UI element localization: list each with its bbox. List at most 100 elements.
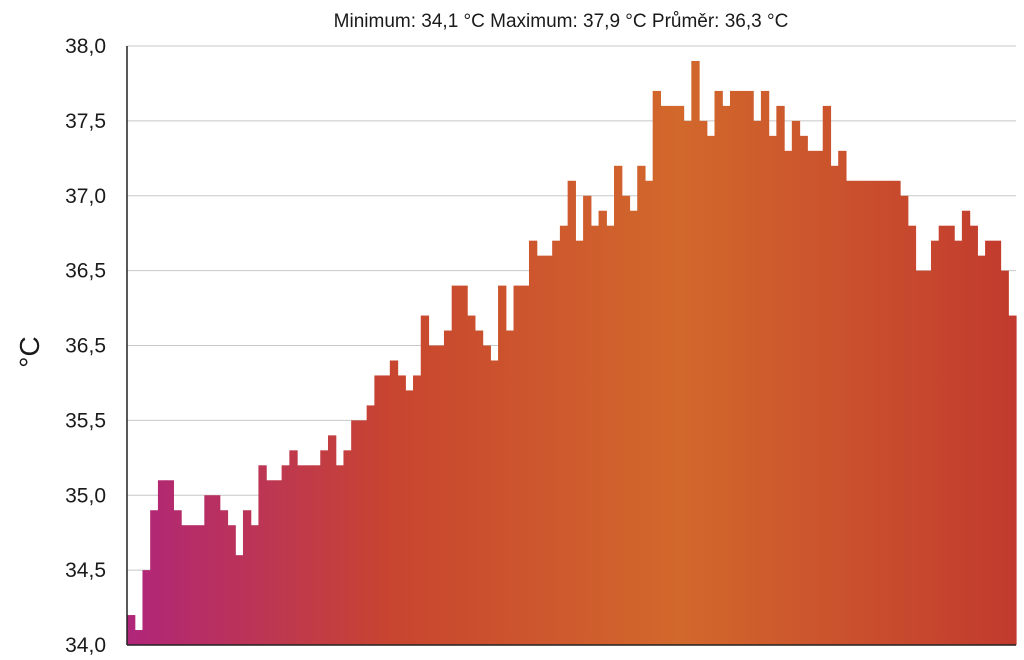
bar bbox=[142, 570, 151, 646]
bar bbox=[127, 615, 136, 645]
bar bbox=[235, 555, 244, 645]
bar bbox=[768, 135, 777, 645]
bar bbox=[714, 90, 723, 646]
bar bbox=[297, 465, 306, 645]
bar bbox=[304, 465, 314, 645]
bar bbox=[474, 330, 484, 645]
bar bbox=[528, 240, 538, 646]
bar bbox=[853, 180, 862, 645]
bar bbox=[946, 225, 955, 645]
bar bbox=[266, 480, 275, 645]
bar bbox=[900, 195, 909, 645]
bar bbox=[1000, 270, 1009, 646]
bar bbox=[227, 525, 236, 645]
bar bbox=[892, 180, 901, 645]
bar bbox=[413, 375, 422, 645]
bar bbox=[691, 60, 700, 646]
bar bbox=[938, 225, 948, 645]
bar bbox=[428, 345, 437, 645]
bar bbox=[590, 225, 600, 645]
y-tick-label: 34,5 bbox=[65, 559, 106, 582]
bar bbox=[637, 165, 646, 646]
bar bbox=[374, 375, 383, 645]
bar bbox=[505, 330, 515, 645]
bar bbox=[598, 210, 607, 646]
bar bbox=[830, 165, 839, 646]
bar bbox=[992, 240, 1002, 646]
bar bbox=[838, 150, 847, 645]
bar bbox=[181, 525, 190, 645]
bar bbox=[343, 450, 352, 645]
bar bbox=[907, 225, 917, 645]
bar bbox=[1008, 315, 1017, 645]
y-tick-label: 36,5 bbox=[65, 260, 106, 283]
bar bbox=[443, 330, 453, 645]
bar bbox=[760, 90, 770, 646]
y-tick-labels: 34,0 34,5 35,0 35,5 36,5 36,5 37,0 37,5 38,0 bbox=[65, 35, 106, 657]
bar bbox=[273, 480, 283, 645]
bar bbox=[675, 105, 685, 645]
bar bbox=[915, 270, 924, 646]
bar bbox=[358, 420, 368, 646]
bar bbox=[706, 135, 716, 645]
bar bbox=[660, 105, 669, 645]
bar bbox=[884, 180, 893, 645]
y-tick-label: 36,5 bbox=[65, 335, 106, 358]
bar bbox=[320, 450, 329, 645]
bar bbox=[861, 180, 870, 645]
bar bbox=[575, 240, 584, 646]
bar bbox=[482, 345, 491, 645]
y-axis-label: °C bbox=[14, 336, 45, 367]
y-tick-label: 37,0 bbox=[65, 185, 106, 208]
bar bbox=[312, 465, 321, 645]
bar bbox=[459, 285, 468, 645]
chart-title: Minimum: 34,1 °C Maximum: 37,9 °C Průměr… bbox=[334, 11, 789, 32]
bar bbox=[614, 165, 623, 646]
bar bbox=[521, 285, 530, 645]
bar bbox=[567, 180, 576, 645]
bar bbox=[281, 465, 290, 645]
bar bbox=[150, 510, 159, 645]
bar bbox=[977, 255, 986, 645]
bar bbox=[559, 225, 569, 645]
bar bbox=[188, 525, 198, 645]
bar bbox=[490, 360, 499, 645]
bar bbox=[335, 465, 345, 645]
bar bbox=[173, 510, 182, 645]
bar bbox=[366, 405, 375, 645]
bar bbox=[552, 240, 561, 646]
bar bbox=[289, 450, 298, 645]
bar bbox=[498, 285, 507, 645]
bar bbox=[536, 255, 546, 645]
bar bbox=[644, 180, 654, 645]
bar bbox=[258, 465, 267, 645]
bar bbox=[745, 90, 754, 646]
bar bbox=[606, 225, 615, 645]
bar bbox=[196, 525, 205, 645]
bar bbox=[729, 90, 739, 646]
bar bbox=[784, 150, 793, 645]
bar bbox=[791, 120, 801, 646]
bar bbox=[822, 105, 832, 645]
bar bbox=[544, 255, 553, 645]
bar bbox=[969, 225, 978, 645]
bar bbox=[699, 120, 708, 646]
bar bbox=[815, 150, 824, 645]
bar bbox=[389, 360, 399, 645]
bar bbox=[876, 180, 886, 645]
y-tick-label: 38,0 bbox=[65, 35, 106, 58]
bar bbox=[930, 240, 940, 646]
bar bbox=[382, 375, 391, 645]
bar bbox=[683, 120, 692, 646]
bars bbox=[127, 60, 1017, 646]
y-tick-label: 35,5 bbox=[65, 409, 106, 432]
bar bbox=[954, 240, 963, 646]
bar bbox=[420, 315, 430, 645]
bar bbox=[807, 150, 816, 645]
bar bbox=[219, 510, 229, 645]
bar bbox=[513, 285, 522, 645]
bar bbox=[405, 390, 414, 645]
bar bbox=[629, 210, 638, 646]
bar bbox=[212, 495, 221, 645]
